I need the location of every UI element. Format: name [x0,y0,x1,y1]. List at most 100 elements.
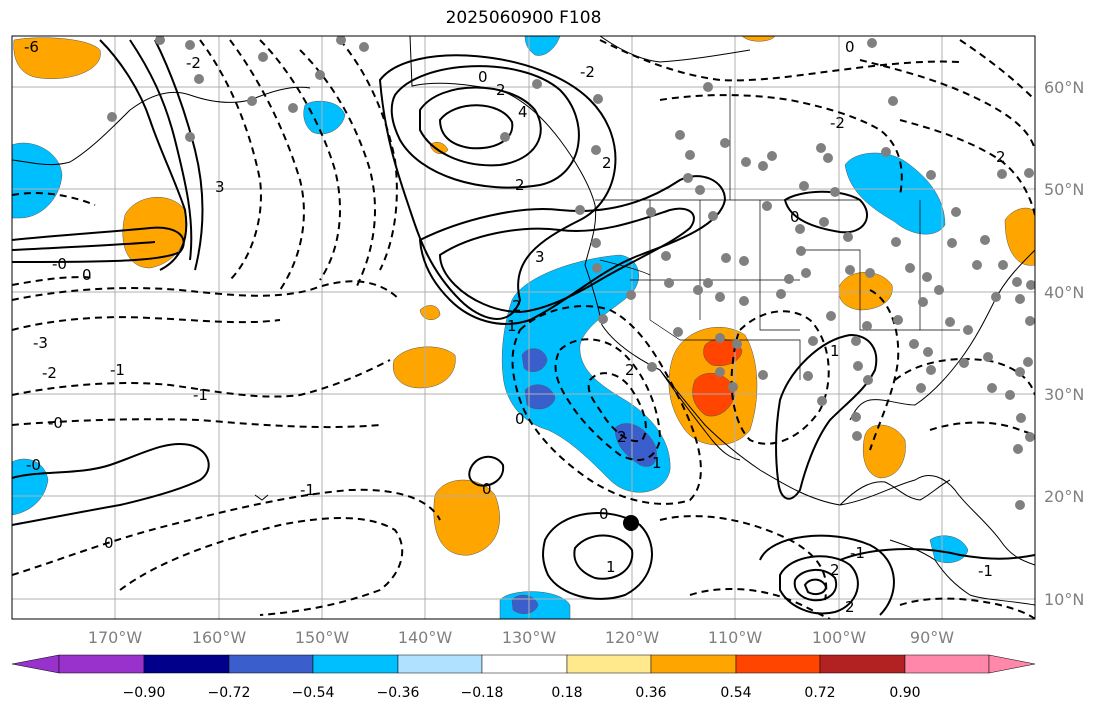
svg-text:1: 1 [830,342,840,360]
shade-neg-11 [511,594,539,614]
colorbar-bin-7 [566,654,652,674]
svg-text:-0: -0 [26,456,41,474]
svg-text:0: 0 [478,68,488,86]
storm-marker [623,515,639,531]
cb-tick-10: 0.90 [889,685,920,701]
colorbar-bin-2 [143,654,230,674]
colorbar-ticks: −0.90 −0.72 −0.54 −0.36 −0.18 0.18 0.36 … [123,685,921,701]
svg-text:-0: -0 [48,414,63,432]
svg-text:-2: -2 [42,364,57,382]
cb-tick-5: −0.18 [461,685,504,701]
shade-pos-5 [433,479,500,556]
shade-pos-7 [838,272,893,311]
colorbar-bin-10 [819,654,906,674]
svg-text:2: 2 [617,428,627,446]
shade-neg-5 [521,348,548,372]
cb-tick-9: 0.72 [804,685,835,701]
svg-text:1: 1 [507,317,517,335]
colorbar [11,654,1036,674]
lon-label-160w: 160°W [192,628,247,647]
colorbar-max-extend [988,654,1036,674]
svg-text:0: 0 [515,410,525,428]
svg-text:-2: -2 [830,114,845,132]
svg-text:-6: -6 [24,38,39,56]
colorbar-bin-4 [312,654,399,674]
shade-neg-2 [303,100,346,135]
shade-pos-3 [392,346,456,389]
svg-text:2: 2 [515,176,525,194]
colorbar-bin-1 [58,654,145,674]
cb-tick-2: −0.72 [208,685,251,701]
svg-text:0: 0 [599,505,609,523]
svg-text:-3: -3 [33,334,48,352]
colorbar-bin-5 [397,654,483,674]
svg-text:1: 1 [652,454,662,472]
svg-text:-1: -1 [300,481,315,499]
svg-text:2: 2 [845,598,855,616]
svg-text:-1: -1 [193,386,208,404]
svg-text:4: 4 [518,103,528,121]
colorbar-min-extend [11,654,60,674]
lat-label-40n: 40°N [1044,283,1084,302]
shade-neg-7 [614,423,657,467]
svg-text:2: 2 [512,297,522,315]
lon-label-170w: 170°W [88,628,143,647]
svg-text:2: 2 [496,81,506,99]
svg-text:-1: -1 [850,544,865,562]
svg-text:3: 3 [535,248,545,266]
svg-text:3: 3 [215,178,225,196]
contour-labels: 0 2 4 2 3 2 1 0 -0 -2 -1 -0 2 3 0 -1 -2 … [24,38,1006,616]
lat-label-50n: 50°N [1044,180,1084,199]
svg-text:0: 0 [82,266,92,284]
svg-text:-2: -2 [186,54,201,72]
lon-label-140w: 140°W [398,628,453,647]
svg-text:0: 0 [845,38,855,56]
positive-shading [13,36,1035,556]
colorbar-bin-6 [481,654,568,674]
shade-pos-1 [13,37,101,79]
cb-tick-1: −0.90 [123,685,166,701]
lon-label-150w: 150°W [295,628,350,647]
shade-pos-9 [1004,207,1035,266]
colorbar-bin-9 [735,654,821,674]
cb-tick-8: 0.54 [720,685,751,701]
latitude-labels: 60°N 50°N 40°N 30°N 20°N 10°N [1044,78,1084,609]
cb-tick-6: 0.18 [551,685,582,701]
svg-text:2: 2 [625,361,635,379]
state-borders [595,86,960,380]
lon-label-120w: 120°W [605,628,660,647]
svg-text:1: 1 [606,558,616,576]
svg-text:-1: -1 [110,361,125,379]
svg-text:0: 0 [482,480,492,498]
longitude-labels: 170°W 160°W 150°W 140°W 130°W 120°W 110°… [88,628,954,647]
svg-text:-0: -0 [52,255,67,273]
lat-label-60n: 60°N [1044,78,1084,97]
map-frame [11,35,1036,620]
lon-label-90w: 90°W [910,628,954,647]
svg-text:-1: -1 [978,562,993,580]
dashed-contours [12,39,1035,619]
svg-text:0: 0 [104,534,114,552]
lat-label-20n: 20°N [1044,487,1084,506]
coastlines [12,36,1035,606]
colorbar-bin-8 [650,654,737,674]
shade-neg-6 [524,384,556,410]
colorbar-bin-11 [904,654,990,674]
station-dots [107,36,1035,510]
svg-text:2: 2 [996,148,1006,166]
lat-label-30n: 30°N [1044,385,1084,404]
svg-text:0: 0 [790,208,800,226]
shade-pos-11 [429,142,449,154]
cb-tick-7: 0.36 [635,685,666,701]
svg-text:-2: -2 [580,63,595,81]
lon-label-100w: 100°W [812,628,867,647]
colorbar-bin-3 [228,654,314,674]
cb-tick-4: −0.36 [377,685,420,701]
svg-text:2: 2 [830,561,840,579]
lon-label-130w: 130°W [502,628,557,647]
map-title: 2025060900 F108 [445,8,602,28]
lon-label-110w: 110°W [708,628,763,647]
svg-text:2: 2 [602,154,612,172]
lat-label-10n: 10°N [1044,590,1084,609]
